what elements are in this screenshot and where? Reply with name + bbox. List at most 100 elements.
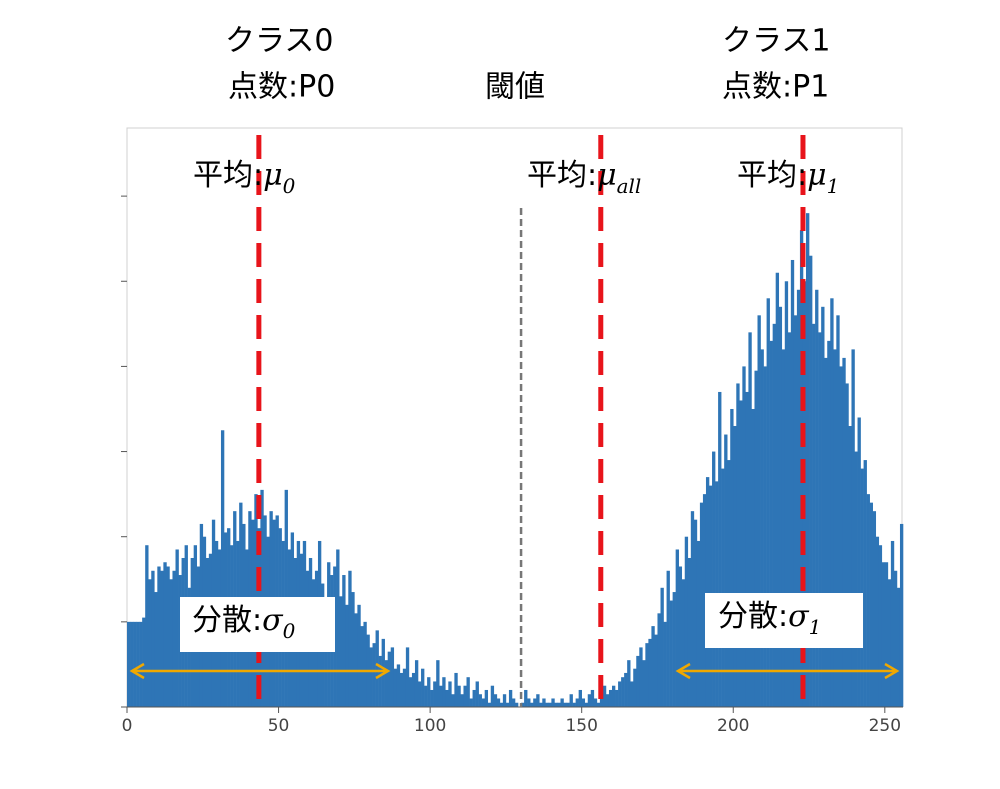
bar [775,272,780,707]
bar [387,651,392,707]
bar [587,694,592,707]
bar [596,702,601,707]
bar [499,702,504,707]
bar [836,315,840,707]
bar [148,579,152,707]
bar [651,626,655,707]
bar [663,621,667,707]
bar [884,562,889,707]
mean-text: 平均: [737,158,807,193]
mean-sub: 1 [827,174,840,198]
bar [393,668,398,707]
bar [772,323,776,707]
bar [605,694,610,707]
bar [563,702,567,707]
bar [342,575,346,707]
bar [854,451,858,707]
bar [557,702,561,707]
bar [615,689,619,707]
bar [769,340,773,707]
bar [669,600,673,707]
bar [418,681,422,707]
bar [869,502,873,707]
bar [408,677,413,707]
bar [390,647,395,707]
bar [405,647,410,707]
bar [502,694,507,707]
bar [130,621,134,707]
bar [136,621,140,707]
bar [515,702,519,707]
bar [733,426,737,707]
bar [763,366,767,707]
variance-box [180,597,335,652]
mean-label: 平均:μall [527,158,641,198]
bar [581,698,586,707]
x-tick-label: 0 [122,716,133,736]
mean-text: 平均: [193,158,263,193]
bar [784,281,789,707]
bar [748,332,752,707]
arrow-head [375,662,391,680]
bar [793,315,798,707]
bar [642,660,646,707]
bar [154,592,158,707]
bar [575,698,579,707]
bar [133,621,137,707]
variance-symbol: σ [788,599,810,634]
bar [169,579,173,707]
bar [481,698,485,707]
bar [572,702,576,707]
bar [472,689,476,707]
variance-label: 分散:σ1 [718,599,821,639]
bar [490,685,495,707]
bar [175,549,179,707]
bar [478,694,482,707]
class-count: 点数:P0 [228,70,335,105]
bar [551,698,555,707]
bar [163,562,167,707]
bar [436,660,440,707]
bar [787,332,792,707]
class-count: 点数:P1 [722,70,829,105]
bar [690,511,695,707]
bar [166,566,170,707]
bar [702,494,707,707]
bar [411,672,416,707]
mean-symbol: μ [807,158,827,193]
bar [827,340,831,707]
bar [345,604,349,707]
bar [736,383,740,707]
bar [802,281,807,707]
threshold-label: 閾値 [485,70,545,105]
bar [681,579,686,707]
bar [751,408,755,707]
bar [375,630,379,707]
bar [348,570,352,707]
bar [384,660,388,707]
arrow-head [675,662,691,680]
bar [524,689,528,707]
bar [399,672,404,707]
bar [624,672,628,707]
bar [433,681,437,707]
bar [369,647,373,707]
bar [127,621,131,707]
bar [821,306,825,707]
bar [724,434,728,707]
bar [866,494,870,707]
bar [878,545,883,707]
bar [633,668,637,707]
bar [705,477,710,707]
bar [157,566,161,707]
bar [442,677,446,707]
bar [863,460,867,707]
bar [378,655,382,707]
bar [666,570,670,707]
x-tick-label: 50 [268,716,290,736]
bar [530,702,534,707]
bar [730,408,734,707]
bar [899,523,904,707]
bar [430,689,434,707]
